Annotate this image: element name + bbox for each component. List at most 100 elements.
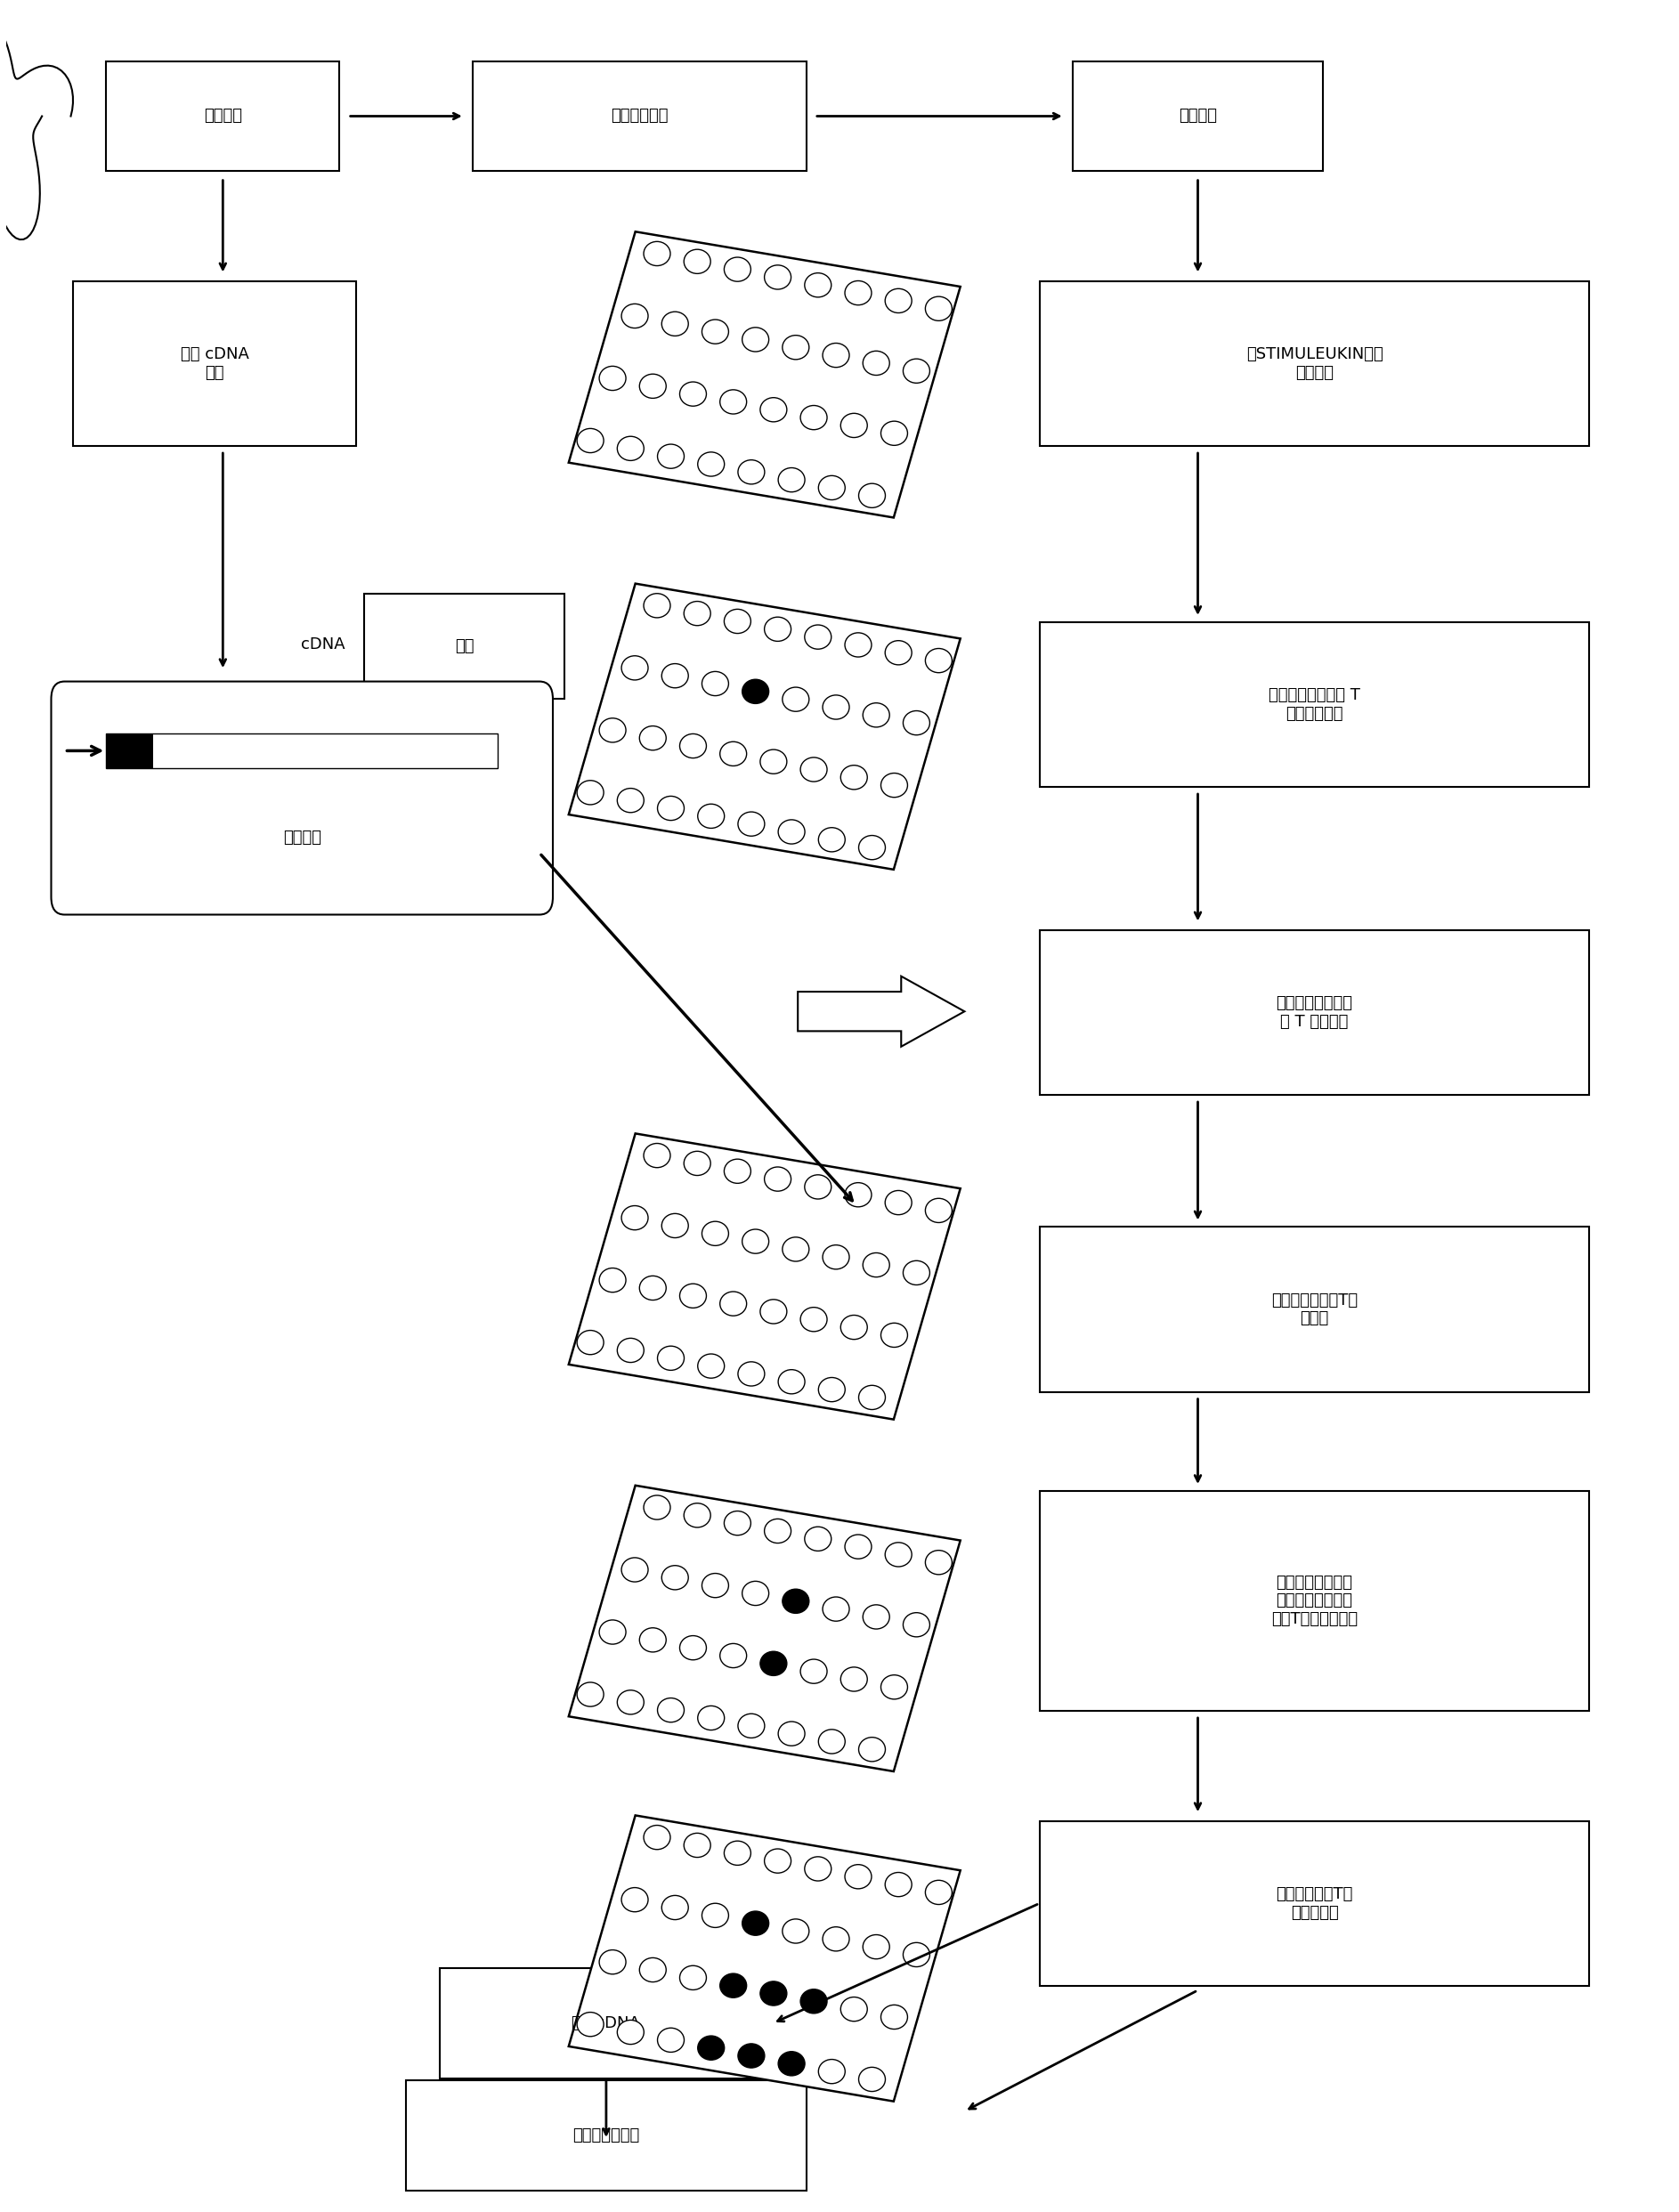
Ellipse shape [845,1183,871,1208]
Bar [1039,1491,1590,1710]
Ellipse shape [764,1849,791,1874]
Ellipse shape [903,1613,930,1637]
Ellipse shape [818,476,845,500]
Ellipse shape [702,1221,729,1245]
Ellipse shape [742,327,769,352]
Bar [473,62,806,170]
Ellipse shape [599,1267,626,1292]
Ellipse shape [618,436,645,460]
Ellipse shape [643,1495,670,1520]
Text: 找出有肿瘤反应的 T
淋巴细胞克隆: 找出有肿瘤反应的 T 淋巴细胞克隆 [1269,688,1360,721]
Ellipse shape [720,1292,747,1316]
Ellipse shape [578,1329,604,1354]
Ellipse shape [764,617,791,641]
Ellipse shape [761,750,787,774]
Text: 转化: 转化 [455,639,473,655]
Polygon shape [569,232,960,518]
Ellipse shape [845,281,871,305]
Ellipse shape [823,695,850,719]
Ellipse shape [804,1526,831,1551]
Ellipse shape [823,343,850,367]
Ellipse shape [885,1871,912,1896]
Ellipse shape [739,460,764,484]
Ellipse shape [724,1159,751,1183]
Ellipse shape [885,1190,912,1214]
Ellipse shape [621,1887,648,1911]
Ellipse shape [863,703,890,728]
Ellipse shape [643,593,670,617]
Ellipse shape [841,1316,868,1340]
Ellipse shape [761,398,787,422]
Ellipse shape [782,688,809,712]
Ellipse shape [777,1369,804,1394]
Ellipse shape [618,2020,645,2044]
Ellipse shape [841,1997,868,2022]
Polygon shape [569,1816,960,2101]
Ellipse shape [578,1683,604,1705]
Ellipse shape [885,641,912,666]
Ellipse shape [742,1582,769,1606]
Ellipse shape [903,1942,930,1966]
Ellipse shape [841,765,868,790]
Ellipse shape [903,710,930,734]
Ellipse shape [683,1834,710,1858]
Ellipse shape [702,1573,729,1597]
Ellipse shape [643,241,670,265]
Ellipse shape [845,633,871,657]
Ellipse shape [658,796,683,821]
Bar [1039,1228,1590,1391]
Ellipse shape [643,1825,670,1849]
Ellipse shape [578,429,604,453]
Ellipse shape [739,812,764,836]
Text: 单细胞悬浮液: 单细胞悬浮液 [611,108,668,124]
Bar [1039,622,1590,787]
Ellipse shape [742,1911,769,1936]
Text: 表达载体: 表达载体 [282,830,321,845]
Text: 找出抗原决定簇: 找出抗原决定簇 [573,2128,640,2143]
Ellipse shape [724,257,751,281]
Ellipse shape [761,1298,787,1323]
Text: 用STIMULEUKIN进行
有限稀释: 用STIMULEUKIN进行 有限稀释 [1246,347,1383,380]
Ellipse shape [578,2013,604,2037]
Text: 分析细胞间激素的
释放和找出有被激
活的T淋巴细胞的孔: 分析细胞间激素的 释放和找出有被激 活的T淋巴细胞的孔 [1271,1575,1358,1628]
Bar [406,2081,806,2190]
Text: cDNA: cDNA [301,637,344,653]
Ellipse shape [702,319,729,343]
Ellipse shape [845,1865,871,1889]
Ellipse shape [804,1856,831,1880]
Ellipse shape [764,1168,791,1190]
Ellipse shape [658,2028,683,2053]
Text: 建立 cDNA
文库: 建立 cDNA 文库 [180,347,248,380]
Ellipse shape [858,1385,885,1409]
Ellipse shape [742,1230,769,1254]
Ellipse shape [782,1588,809,1613]
Ellipse shape [801,1989,828,2013]
Ellipse shape [621,655,648,679]
Ellipse shape [804,1175,831,1199]
Ellipse shape [724,608,751,633]
Bar [1073,62,1323,170]
Ellipse shape [599,1619,626,1644]
Ellipse shape [724,1511,751,1535]
Ellipse shape [823,1597,850,1621]
Ellipse shape [782,1237,809,1261]
Ellipse shape [764,1520,791,1544]
Ellipse shape [845,1535,871,1559]
Ellipse shape [801,405,828,429]
Ellipse shape [858,836,885,860]
FancyBboxPatch shape [50,681,552,914]
Ellipse shape [643,1144,670,1168]
Ellipse shape [761,1982,787,2006]
Ellipse shape [698,2035,724,2059]
Ellipse shape [777,821,804,845]
Ellipse shape [683,1150,710,1175]
Ellipse shape [720,1644,747,1668]
Ellipse shape [702,672,729,697]
Polygon shape [569,1486,960,1772]
Text: 肿瘤样品: 肿瘤样品 [203,108,242,124]
Ellipse shape [698,803,724,827]
Bar [72,281,356,447]
Ellipse shape [881,1674,908,1699]
Ellipse shape [618,1338,645,1363]
Bar [440,1969,772,2079]
